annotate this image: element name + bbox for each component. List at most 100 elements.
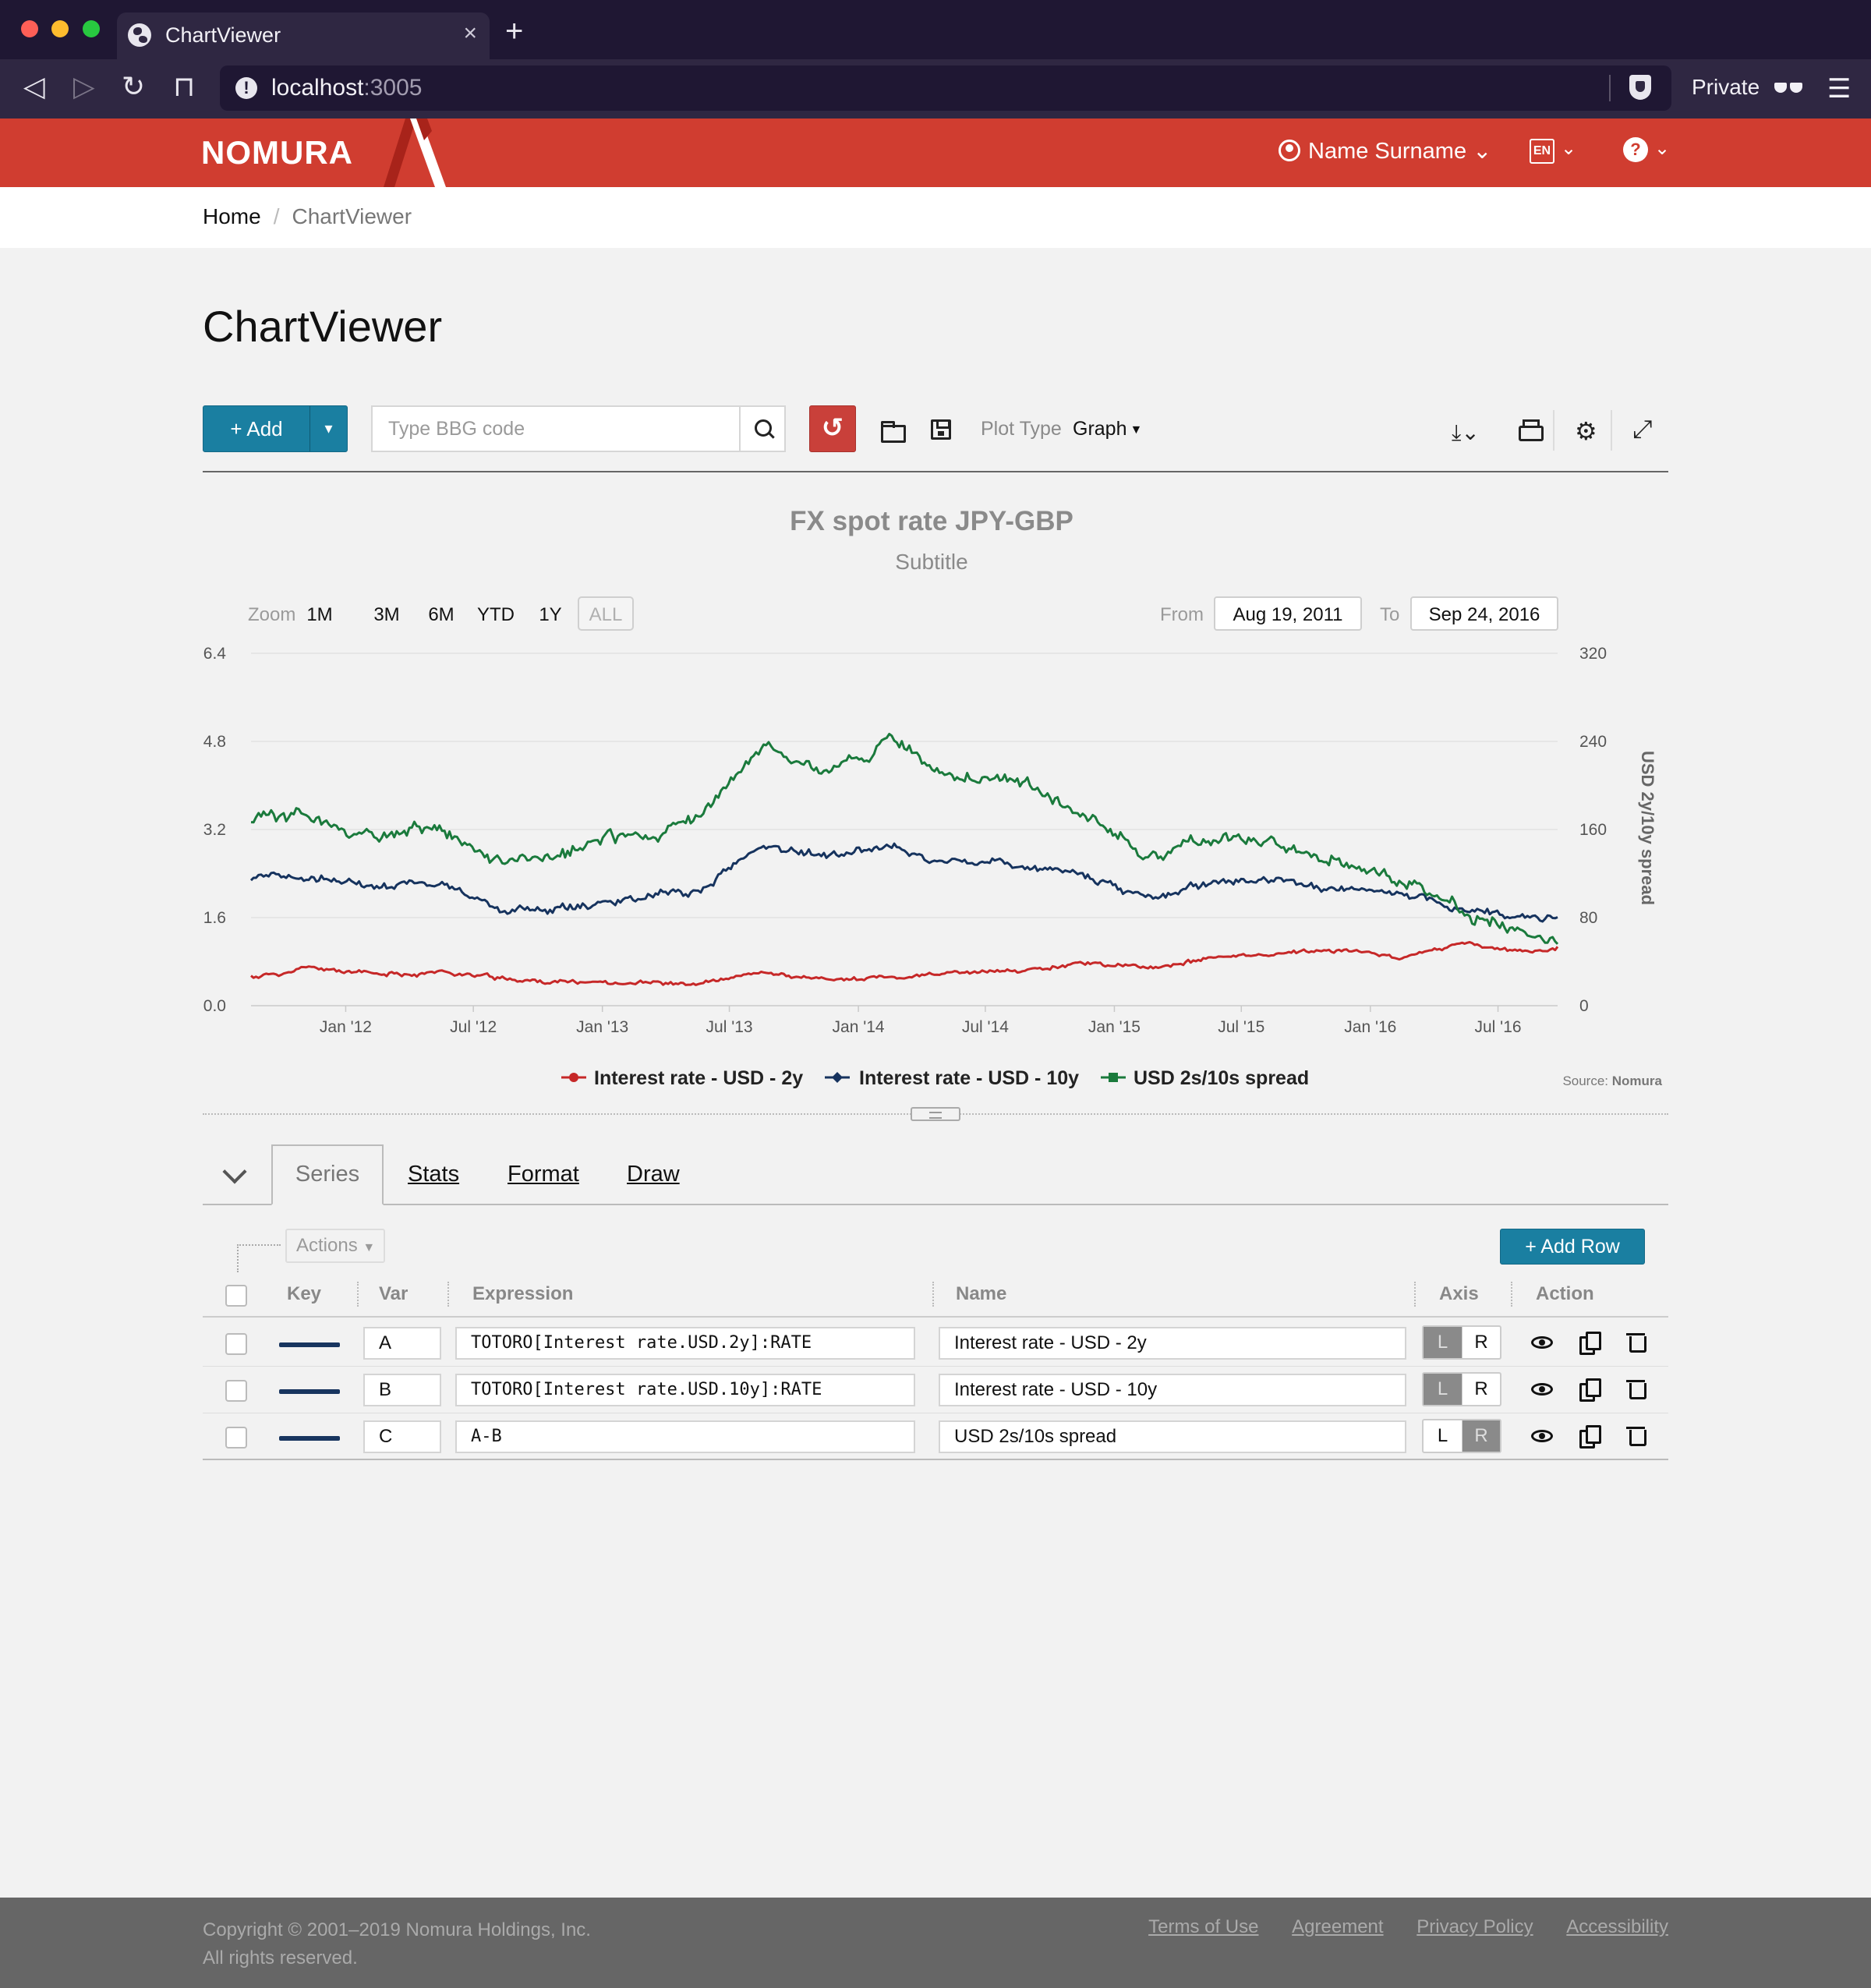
axis-left-button[interactable]: L: [1437, 1425, 1448, 1446]
window-zoom-control[interactable]: [83, 20, 100, 37]
eye-icon[interactable]: [1531, 1383, 1553, 1395]
address-bar[interactable]: ! localhost:3005: [220, 65, 1671, 111]
breadcrumb-home[interactable]: Home: [203, 204, 261, 228]
user-menu[interactable]: Name Surname ⌄: [1279, 137, 1491, 164]
privacy-policy-link[interactable]: Privacy Policy: [1417, 1916, 1533, 1937]
name-input[interactable]: USD 2s/10s spread: [939, 1420, 1406, 1453]
reset-icon[interactable]: ↺: [809, 405, 856, 452]
column-header-name[interactable]: Name: [956, 1283, 1007, 1304]
collapse-chevron-icon[interactable]: [222, 1159, 247, 1184]
chevron-down-icon[interactable]: ⌄: [1561, 138, 1577, 159]
copy-icon[interactable]: [1579, 1425, 1601, 1449]
expression-input[interactable]: TOTORO[Interest rate.USD.10y]:RATE: [455, 1374, 915, 1406]
site-info-icon[interactable]: !: [235, 77, 257, 99]
legend-item-spread[interactable]: USD 2s/10s spread: [1134, 1067, 1309, 1089]
column-header-action[interactable]: Action: [1536, 1283, 1594, 1304]
row-checkbox[interactable]: [225, 1333, 247, 1355]
axis-right-button[interactable]: R: [1462, 1374, 1500, 1405]
row-checkbox[interactable]: [225, 1427, 247, 1449]
trash-icon[interactable]: [1626, 1378, 1646, 1399]
gear-icon[interactable]: ⚙: [1575, 417, 1597, 445]
trash-icon[interactable]: [1626, 1425, 1646, 1446]
terms-of-use-link[interactable]: Terms of Use: [1148, 1916, 1259, 1937]
from-date-input[interactable]: Aug 19, 2011: [1233, 604, 1342, 625]
url-text[interactable]: localhost:3005: [271, 75, 422, 101]
column-header-expression[interactable]: Expression: [472, 1283, 574, 1304]
eye-icon[interactable]: [1531, 1430, 1553, 1442]
zoom-3m-button[interactable]: 3M: [373, 604, 399, 625]
eye-icon[interactable]: [1531, 1336, 1553, 1349]
axis-left-button[interactable]: L: [1424, 1374, 1462, 1405]
search-icon[interactable]: [739, 405, 786, 452]
browser-nav-bar: ◁ ▷ ↻ ⊓ ! localhost:3005 Private ☰: [0, 59, 1871, 119]
brave-shield-icon[interactable]: [1629, 75, 1651, 100]
bbg-code-input[interactable]: [371, 405, 741, 452]
zoom-1m-button[interactable]: 1M: [306, 604, 332, 625]
var-input[interactable]: C: [363, 1420, 441, 1453]
series-key-swatch[interactable]: [279, 1436, 340, 1441]
zoom-6m-button[interactable]: 6M: [428, 604, 454, 625]
expression-input[interactable]: A-B: [455, 1420, 915, 1453]
open-folder-icon[interactable]: [881, 421, 906, 443]
zoom-all-button-frame[interactable]: [578, 596, 634, 631]
help-icon[interactable]: ?: [1623, 137, 1648, 162]
add-row-button[interactable]: + Add Row: [1500, 1229, 1645, 1265]
zoom-all-button[interactable]: ALL: [589, 604, 623, 625]
var-input[interactable]: A: [363, 1327, 441, 1360]
bookmark-icon[interactable]: ⊓: [173, 70, 196, 102]
browser-tab[interactable]: ChartViewer ×: [117, 12, 490, 59]
var-input[interactable]: B: [363, 1374, 441, 1406]
back-icon[interactable]: ◁: [23, 70, 45, 102]
from-date-input-frame[interactable]: [1214, 596, 1362, 631]
tab-format[interactable]: Format: [508, 1162, 579, 1187]
resize-handle[interactable]: [911, 1107, 960, 1121]
series-key-swatch[interactable]: [279, 1342, 340, 1347]
copy-icon[interactable]: [1579, 1332, 1601, 1355]
chevron-down-icon[interactable]: ⌄: [1654, 138, 1671, 159]
name-input[interactable]: Interest rate - USD - 10y: [939, 1374, 1406, 1406]
x-axis-tick-label: Jul '14: [962, 1018, 1009, 1036]
window-minimize-control[interactable]: [51, 20, 69, 37]
copy-icon[interactable]: [1579, 1378, 1601, 1402]
nomura-logo-mark: [384, 119, 446, 187]
row-checkbox[interactable]: [225, 1380, 247, 1402]
agreement-link[interactable]: Agreement: [1292, 1916, 1384, 1937]
column-header-key[interactable]: Key: [287, 1283, 322, 1304]
add-button[interactable]: + Add: [230, 417, 283, 440]
plot-type-dropdown[interactable]: Graph ▼: [1073, 418, 1142, 440]
print-icon[interactable]: [1519, 419, 1544, 441]
column-header-var[interactable]: Var: [379, 1283, 409, 1304]
tab-series[interactable]: Series: [271, 1144, 384, 1205]
to-date-input-frame[interactable]: [1410, 596, 1558, 631]
expression-input[interactable]: TOTORO[Interest rate.USD.2y]:RATE: [455, 1327, 915, 1360]
window-close-control[interactable]: [21, 20, 38, 37]
tab-stats[interactable]: Stats: [408, 1162, 460, 1187]
reload-icon[interactable]: ↻: [122, 70, 146, 102]
tab-draw[interactable]: Draw: [627, 1162, 680, 1187]
select-all-checkbox[interactable]: [225, 1285, 247, 1307]
to-date-input[interactable]: Sep 24, 2016: [1429, 604, 1540, 625]
accessibility-link[interactable]: Accessibility: [1566, 1916, 1668, 1937]
legend-item-2y[interactable]: Interest rate - USD - 2y: [594, 1067, 803, 1089]
nomura-logo[interactable]: NOMURA: [201, 134, 353, 171]
series-key-swatch[interactable]: [279, 1389, 340, 1394]
add-dropdown-caret[interactable]: ▾: [309, 406, 347, 451]
column-header-axis[interactable]: Axis: [1439, 1283, 1479, 1304]
axis-left-button[interactable]: L: [1424, 1327, 1462, 1358]
actions-dropdown[interactable]: Actions ▼: [285, 1229, 385, 1263]
name-input[interactable]: Interest rate - USD - 2y: [939, 1327, 1406, 1360]
forward-icon[interactable]: ▷: [73, 70, 95, 102]
trash-icon[interactable]: [1626, 1332, 1646, 1353]
language-selector[interactable]: EN: [1530, 139, 1554, 164]
download-icon[interactable]: ⤓⌄: [1452, 420, 1480, 444]
save-icon[interactable]: [931, 419, 951, 440]
browser-menu-icon[interactable]: ☰: [1827, 74, 1852, 104]
new-tab-icon[interactable]: +: [505, 14, 524, 48]
close-tab-icon[interactable]: ×: [463, 20, 477, 46]
axis-right-button[interactable]: R: [1462, 1420, 1500, 1452]
zoom-1y-button[interactable]: 1Y: [539, 604, 561, 625]
axis-right-button[interactable]: R: [1462, 1327, 1500, 1358]
expand-icon[interactable]: ⤢: [1632, 415, 1653, 443]
legend-item-10y[interactable]: Interest rate - USD - 10y: [859, 1067, 1079, 1089]
zoom-ytd-button[interactable]: YTD: [477, 604, 515, 625]
